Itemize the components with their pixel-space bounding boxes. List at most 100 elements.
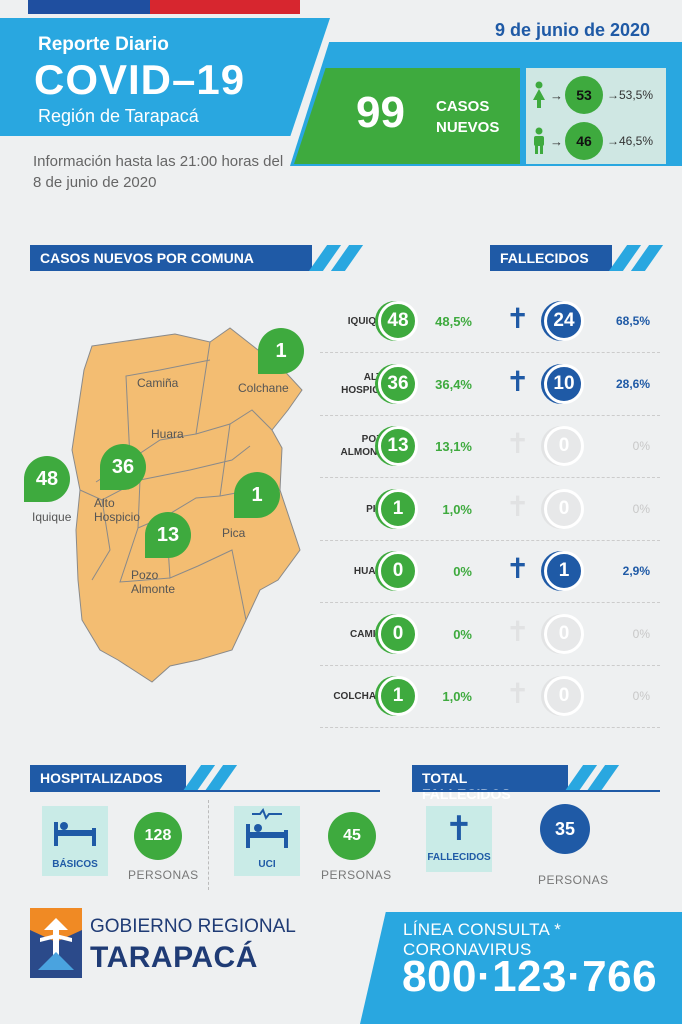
commune-cases: 0 bbox=[378, 551, 418, 591]
commune-name: HUARA bbox=[353, 566, 390, 577]
map-label-alto-hospicio: Alto Hospicio bbox=[94, 496, 141, 524]
commune-deaths: 0 bbox=[544, 426, 584, 466]
cross-icon: ✝ bbox=[506, 678, 530, 709]
commune-cases-pct: 48,5% bbox=[435, 314, 472, 329]
commune-name: COLCHANE bbox=[333, 691, 390, 702]
bed-icon bbox=[54, 822, 96, 846]
row-divider bbox=[320, 602, 660, 603]
commune-cases-pct: 0% bbox=[453, 564, 472, 579]
row-divider bbox=[320, 477, 660, 478]
uci-count: 45 bbox=[328, 812, 376, 860]
commune-cases: 1 bbox=[378, 489, 418, 529]
map-label-pozo-almonte: Pozo Almonte bbox=[131, 568, 176, 596]
commune-cases-pct: 1,0% bbox=[442, 689, 472, 704]
female-count: 53 bbox=[565, 76, 603, 114]
commune-deaths-pct: 28,6% bbox=[615, 377, 650, 391]
commune-deaths: 0 bbox=[544, 614, 584, 654]
commune-name: IQUIQUE bbox=[347, 316, 390, 327]
commune-cases: 13 bbox=[378, 426, 418, 466]
map-pin-colchane: 1 bbox=[258, 328, 304, 374]
commune-cases: 1 bbox=[378, 676, 418, 716]
cross-icon: ✝ bbox=[506, 553, 530, 584]
cross-icon: ✝ bbox=[444, 810, 474, 848]
info-text: Información hasta las 21:00 horas del 8 … bbox=[33, 153, 284, 191]
map-pin-pozo-almonte: 13 bbox=[145, 512, 191, 558]
commune-deaths: 10 bbox=[544, 364, 584, 404]
total-deaths-box: ✝ FALLECIDOS bbox=[426, 806, 492, 872]
map-pin-pica: 1 bbox=[234, 472, 280, 518]
section-title: FALLECIDOS bbox=[490, 245, 612, 271]
commune-row: ALTO HOSPICIO 36 36,4% ✝ 10 28,6% bbox=[320, 359, 660, 409]
commune-cases-pct: 1,0% bbox=[442, 502, 472, 517]
commune-row: IQUIQUE 48 48,5% ✝ 24 68,5% bbox=[320, 296, 660, 346]
commune-deaths: 0 bbox=[544, 676, 584, 716]
row-divider bbox=[320, 727, 660, 728]
header-band bbox=[0, 18, 330, 136]
total-deaths-persons-label: PERSONAS bbox=[538, 873, 609, 887]
cross-icon: ✝ bbox=[506, 366, 530, 397]
map-label-huara: Huara bbox=[151, 427, 184, 441]
commune-deaths: 1 bbox=[544, 551, 584, 591]
commune-cases: 48 bbox=[378, 301, 418, 341]
basic-beds-box: BÁSICOS bbox=[42, 806, 108, 876]
section-title: CASOS NUEVOS POR COMUNA bbox=[30, 245, 312, 271]
row-divider bbox=[320, 665, 660, 666]
commune-deaths: 0 bbox=[544, 489, 584, 529]
total-deaths-label: FALLECIDOS bbox=[427, 852, 491, 863]
divider bbox=[208, 800, 209, 890]
footer-bar bbox=[360, 912, 682, 1024]
commune-name: CAMIÑA bbox=[350, 629, 390, 640]
cross-icon: ✝ bbox=[506, 616, 530, 647]
top-strip-red bbox=[150, 0, 300, 14]
hotline-label: LÍNEA CONSULTA * CORONAVIRUS bbox=[403, 920, 562, 959]
commune-cases-pct: 36,4% bbox=[435, 377, 472, 392]
commune-deaths-pct: 0% bbox=[632, 689, 650, 703]
commune-row: HUARA 0 0% ✝ 1 2,9% bbox=[320, 546, 660, 596]
basic-persons-label: PERSONAS bbox=[128, 868, 199, 882]
map-pin-alto-hospicio: 36 bbox=[100, 444, 146, 490]
map-pin-iquique: 48 bbox=[24, 456, 70, 502]
male-icon bbox=[530, 127, 548, 155]
commune-row: COLCHANE 1 1,0% ✝ 0 0% bbox=[320, 671, 660, 721]
commune-name: POZO ALMONTE bbox=[340, 434, 390, 458]
section-title: TOTAL FALLECIDOS bbox=[412, 765, 568, 802]
icu-bed-icon bbox=[246, 807, 288, 848]
report-title: Reporte Diario bbox=[38, 34, 169, 55]
commune-cases-pct: 0% bbox=[453, 627, 472, 642]
commune-cases: 0 bbox=[378, 614, 418, 654]
covid-title: COVID–19 bbox=[34, 56, 246, 103]
section-by-commune: CASOS NUEVOS POR COMUNA bbox=[30, 245, 364, 271]
new-cases-box bbox=[294, 68, 520, 164]
commune-cases: 36 bbox=[378, 364, 418, 404]
female-pct: →53,5% bbox=[607, 88, 654, 102]
divider bbox=[30, 790, 380, 792]
map-label-camina: Camiña bbox=[137, 376, 179, 390]
map-label-iquique: Iquique bbox=[32, 510, 72, 524]
commune-row: POZO ALMONTE 13 13,1% ✝ 0 0% bbox=[320, 421, 660, 471]
tarapaca-text: TARAPACÁ bbox=[90, 941, 258, 974]
basic-beds-count: 128 bbox=[134, 812, 182, 860]
uci-persons-label: PERSONAS bbox=[321, 868, 392, 882]
arrow-icon: → bbox=[550, 87, 563, 103]
male-count: 46 bbox=[565, 122, 603, 160]
map-label-colchane: Colchane bbox=[238, 381, 289, 395]
commune-deaths-pct: 2,9% bbox=[622, 564, 650, 578]
male-pct: →46,5% bbox=[607, 134, 654, 148]
new-cases-count: 99 bbox=[356, 88, 405, 137]
gobierno-regional-text: GOBIERNO REGIONAL bbox=[90, 916, 296, 937]
total-deaths-count: 35 bbox=[540, 804, 590, 854]
commune-deaths-pct: 0% bbox=[632, 502, 650, 516]
male-row: → 46 →46,5% bbox=[530, 122, 653, 160]
new-cases-label: CASOS NUEVOS bbox=[436, 98, 500, 136]
row-divider bbox=[320, 540, 660, 541]
basic-beds-label: BÁSICOS bbox=[52, 859, 98, 870]
region-title: Región de Tarapacá bbox=[38, 106, 199, 126]
top-strip-blue bbox=[28, 0, 150, 14]
commune-name: ALTO HOSPICIO bbox=[341, 372, 390, 396]
section-total-deaths: TOTAL FALLECIDOS bbox=[412, 765, 620, 802]
uci-box: UCI bbox=[234, 806, 300, 876]
divider bbox=[412, 790, 660, 792]
commune-deaths-pct: 0% bbox=[632, 439, 650, 453]
female-row: → 53 →53,5% bbox=[530, 76, 653, 114]
hotline-number: 800·123·766 bbox=[402, 952, 658, 1001]
